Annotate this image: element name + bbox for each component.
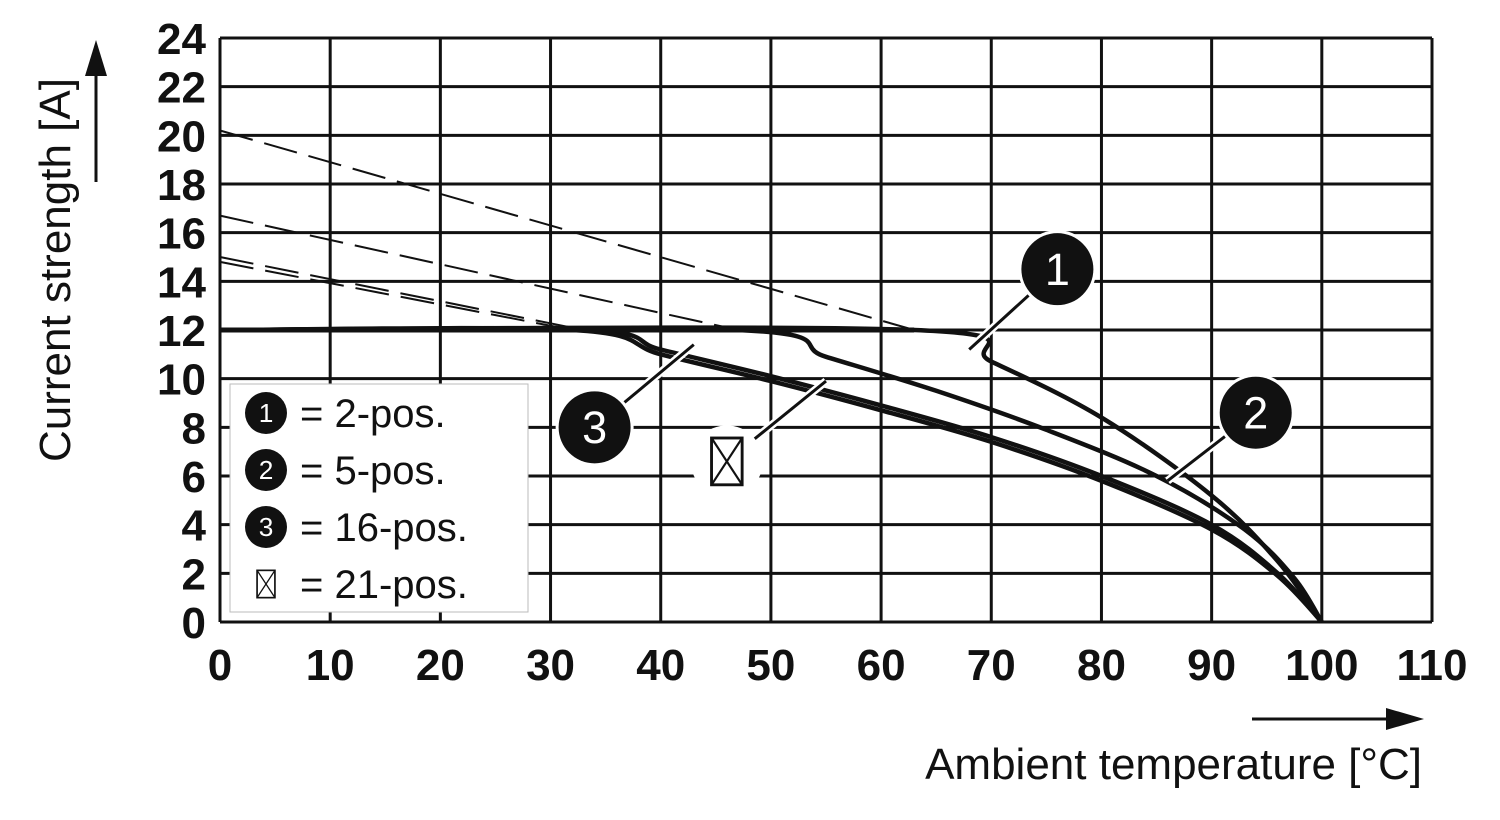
dashed-extrapolation-line <box>219 260 573 331</box>
y-tick-label: 10 <box>157 356 206 405</box>
y-tick-label: 20 <box>157 112 206 161</box>
x-tick-label: 90 <box>1187 641 1236 690</box>
tick-labels: 0 10 20 30 40 50 60 70 80 90 100 110024681012141618… <box>157 15 1467 690</box>
y-tick-label: 4 <box>182 502 207 551</box>
callout-badge: 2 <box>1216 373 1295 452</box>
badge-disc <box>1219 376 1292 449</box>
y-tick-label: 16 <box>157 210 206 259</box>
y-tick-label: 0 <box>182 599 206 648</box>
badge-disc <box>245 392 287 434</box>
x-tick-label: 20 <box>416 641 465 690</box>
x-tick-label: 70 <box>967 641 1016 690</box>
legend-marker <box>245 563 287 605</box>
grid <box>218 36 1434 624</box>
y-tick-label: 22 <box>157 64 206 113</box>
badge-number: 2 <box>1243 388 1268 439</box>
legend-marker: 2 <box>242 446 290 494</box>
badge-number: 3 <box>259 512 274 542</box>
x-axis-title: Ambient temperature [°C] <box>925 740 1422 789</box>
x-tick-label: 60 <box>857 641 906 690</box>
badge-number: 1 <box>1045 244 1070 295</box>
badge-disc <box>245 449 287 491</box>
extrapolation-lines <box>219 129 915 331</box>
y-axis-title: Current strength [A] <box>31 78 80 462</box>
y-tick-label: 8 <box>182 404 206 453</box>
y-tick-label: 2 <box>182 550 206 599</box>
badge-number: 2 <box>259 455 274 485</box>
x-axis-title-group: Ambient temperature [°C] <box>925 708 1424 789</box>
legend-label: = 5-pos. <box>300 449 446 493</box>
badge-box <box>256 569 276 599</box>
dashed-extrapolation-line <box>219 214 739 331</box>
x-axis-arrow-head <box>1386 708 1424 730</box>
callout-badge: 1 <box>1018 230 1097 309</box>
legend-label: = 2-pos. <box>300 392 446 436</box>
callout-badge: 3 <box>555 388 634 467</box>
callout-badge <box>690 425 763 498</box>
y-tick-label: 12 <box>157 307 206 356</box>
legend-label: = 21-pos. <box>300 563 468 607</box>
y-tick-label: 24 <box>157 15 206 64</box>
y-axis-title-group: Current strength [A] <box>31 40 107 462</box>
y-axis-arrow-head <box>85 40 107 76</box>
x-tick-label: 100 <box>1285 641 1358 690</box>
badge-number: 1 <box>259 398 274 428</box>
y-tick-label: 6 <box>182 453 206 502</box>
x-tick-label: 40 <box>636 641 685 690</box>
badge-box <box>710 436 744 487</box>
x-tick-label: 30 <box>526 641 575 690</box>
x-tick-label: 50 <box>746 641 795 690</box>
x-tick-label: 110 <box>1397 641 1468 690</box>
badge-cross-b <box>710 437 744 486</box>
x-tick-label: 10 <box>306 641 355 690</box>
curve-callouts: 1 2 3 <box>555 230 1295 498</box>
badge-disc <box>1021 233 1094 306</box>
badge-disc <box>558 391 631 464</box>
legend-label: = 16-pos. <box>300 506 468 550</box>
badge-number: 3 <box>582 402 607 453</box>
x-tick-label: 0 <box>208 641 232 690</box>
x-tick-label: 80 <box>1077 641 1126 690</box>
dashed-extrapolation-line <box>219 129 915 331</box>
y-tick-label: 14 <box>157 258 206 307</box>
legend-marker: 3 <box>242 503 290 551</box>
badge-cross-b <box>256 570 276 598</box>
legend-marker: 1 <box>242 389 290 437</box>
dashed-extrapolation-line <box>219 256 584 331</box>
derating-curves <box>219 325 1324 624</box>
y-tick-label: 18 <box>157 161 206 210</box>
badge-disc <box>245 506 287 548</box>
legend: 1 = 2-pos. 2 = 5-pos. 3 = 16-pos. = 21-pos. <box>229 383 529 613</box>
